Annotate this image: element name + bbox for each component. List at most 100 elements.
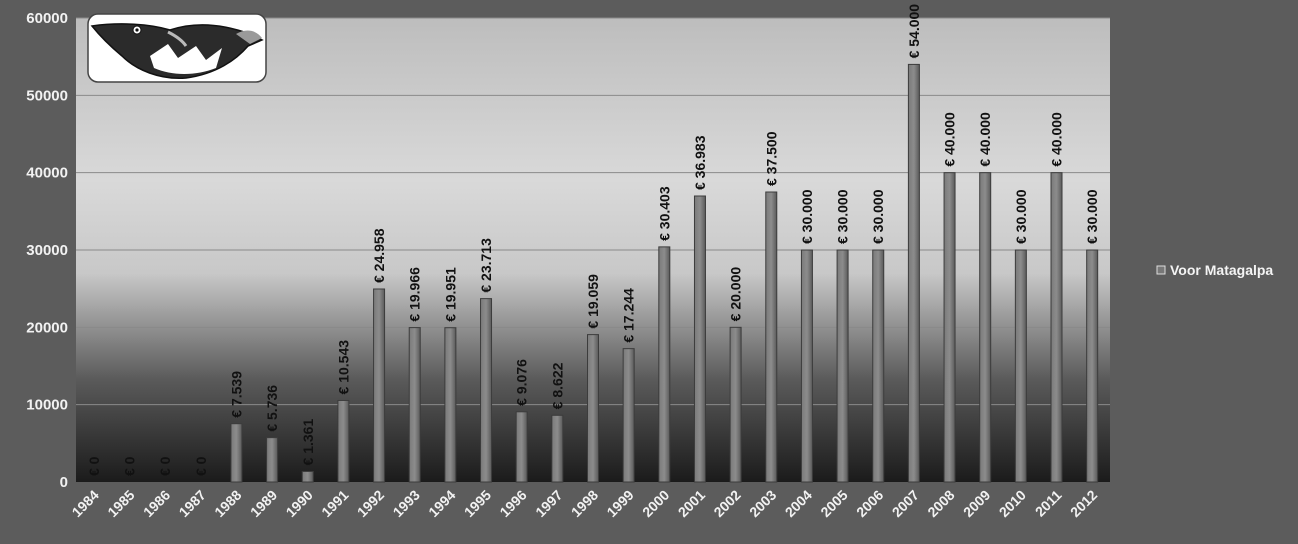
bar <box>480 298 493 483</box>
data-label: € 0 <box>121 456 137 476</box>
data-label: € 19.059 <box>585 274 601 329</box>
bar <box>373 288 386 483</box>
bar <box>658 246 671 483</box>
data-label: € 19.951 <box>442 267 458 322</box>
data-label: € 19.966 <box>407 267 423 322</box>
data-label: € 24.958 <box>371 228 387 283</box>
grid-lines <box>76 17 1110 406</box>
x-tick-label: 1992 <box>354 487 387 520</box>
x-tick-label: 1991 <box>318 487 351 520</box>
x-tick-label: 1995 <box>461 487 494 520</box>
bar <box>872 249 885 483</box>
bar <box>729 326 742 483</box>
data-label: € 5.736 <box>264 385 280 432</box>
bar <box>551 414 564 483</box>
x-tick-label: 2001 <box>675 487 708 520</box>
bar <box>1086 249 1099 483</box>
bar <box>979 172 992 483</box>
legend: Voor Matagalpa <box>1156 262 1273 278</box>
data-label: € 10.543 <box>335 340 351 395</box>
bars <box>230 63 1099 483</box>
data-label: € 0 <box>157 456 173 476</box>
bar <box>301 470 314 483</box>
legend-entry: Voor Matagalpa <box>1170 262 1273 278</box>
y-tick-label: 20000 <box>26 319 68 336</box>
legend-swatch <box>1156 265 1166 275</box>
data-label: € 30.403 <box>656 186 672 241</box>
data-label: € 40.000 <box>1049 112 1065 167</box>
data-label: € 17.244 <box>621 288 637 343</box>
bar <box>587 334 599 483</box>
x-tick-label: 2004 <box>782 487 815 520</box>
y-tick-label: 30000 <box>26 242 68 259</box>
data-label: € 40.000 <box>942 112 958 167</box>
data-labels: € 0 € 0 € 0 € 0 € 7.539 € 5.736 € 1.361 € 10.54… <box>86 4 1100 476</box>
x-tick-label: 1986 <box>140 487 173 520</box>
data-label: € 9.076 <box>514 359 530 406</box>
data-label: € 30.000 <box>870 189 886 244</box>
x-tick-label: 1987 <box>176 487 209 520</box>
data-label: € 40.000 <box>977 112 993 167</box>
y-tick-label: 60000 <box>26 10 68 27</box>
bar <box>693 195 706 483</box>
data-label: € 30.000 <box>1013 189 1029 244</box>
bar <box>622 348 635 483</box>
bar <box>907 63 920 483</box>
x-tick-label: 1998 <box>568 487 601 520</box>
x-tick-label: 1989 <box>247 487 280 520</box>
bar <box>408 327 421 483</box>
bird-logo-icon <box>87 13 267 83</box>
x-tick-label: 2008 <box>924 487 957 520</box>
x-tick-label: 2011 <box>1032 487 1065 520</box>
data-label: € 30.000 <box>1084 189 1100 244</box>
data-label: € 0 <box>193 456 209 476</box>
y-tick-label: 40000 <box>26 165 68 182</box>
x-tick-label: 2010 <box>996 487 1029 520</box>
bar <box>765 191 778 483</box>
bar <box>836 249 849 483</box>
x-tick-label: 1984 <box>69 487 102 520</box>
x-tick-label: 2003 <box>746 487 779 520</box>
y-tick-label: 0 <box>60 474 68 491</box>
data-label: € 1.361 <box>300 419 316 466</box>
bar <box>1050 172 1063 483</box>
data-label: € 0 <box>86 456 102 476</box>
data-label: € 30.000 <box>835 189 851 244</box>
x-tick-label: 2009 <box>960 487 993 520</box>
bar <box>337 399 350 483</box>
data-label: € 54.000 <box>906 4 922 59</box>
x-axis: 1984 1985 1986 1987 1988 1989 1990 1991 1992 1993… <box>69 487 1101 520</box>
x-tick-label: 1985 <box>104 487 137 520</box>
data-label: € 37.500 <box>763 131 779 186</box>
x-tick-label: 1990 <box>283 487 316 520</box>
x-tick-label: 2007 <box>889 487 922 520</box>
data-label: € 8.622 <box>549 362 565 409</box>
data-label: € 36.983 <box>692 135 708 190</box>
bar <box>266 437 279 483</box>
y-axis: 0 10000 20000 30000 40000 50000 60000 <box>26 10 68 491</box>
data-label: € 20.000 <box>728 267 744 322</box>
bar <box>1014 249 1027 483</box>
bar <box>230 423 243 483</box>
data-label: € 23.713 <box>478 238 494 293</box>
x-tick-label: 2000 <box>639 487 672 520</box>
x-tick-label: 2006 <box>853 487 886 520</box>
data-label: € 7.539 <box>228 371 244 418</box>
x-tick-label: 1994 <box>425 487 458 520</box>
data-label: € 30.000 <box>799 189 815 244</box>
bar <box>444 327 457 483</box>
bar <box>943 172 956 483</box>
x-tick-label: 1993 <box>390 487 423 520</box>
x-tick-label: 1997 <box>532 487 565 520</box>
x-tick-label: 1988 <box>211 487 244 520</box>
x-tick-label: 2005 <box>817 487 850 520</box>
x-tick-label: 2012 <box>1067 487 1100 520</box>
y-tick-label: 50000 <box>26 87 68 104</box>
bar <box>515 411 528 483</box>
x-tick-label: 2002 <box>710 487 743 520</box>
x-tick-label: 1996 <box>496 487 529 520</box>
x-tick-label: 1999 <box>603 487 636 520</box>
y-tick-label: 10000 <box>26 397 68 414</box>
